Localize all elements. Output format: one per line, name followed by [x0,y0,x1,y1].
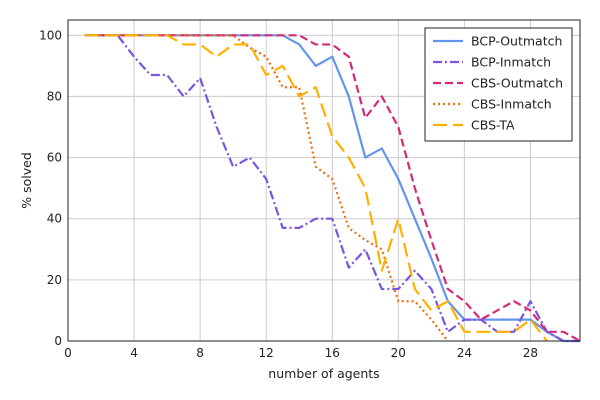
plot-frame [67,19,581,342]
y-tick-label: 40 [47,212,62,226]
series-line-cbs-ta [84,34,548,342]
legend: BCP-Outmatch BCP-Inmatch CBS-Outmatch CBS-I… [424,27,573,142]
x-axis-label: number of agents [268,366,379,381]
series-line-cbs-outmatch [84,34,581,342]
series-lines [84,34,581,343]
tick-labels: 0 4 8 12 16 20 24 28 0 20 40 60 80 100 [39,28,538,360]
legend-entry: CBS-Inmatch [471,97,552,112]
x-tick-label: 4 [130,346,138,360]
y-tick-label: 60 [47,151,62,165]
x-tick-label: 16 [325,346,340,360]
legend-box [424,27,573,142]
legend-entry: CBS-TA [471,118,515,133]
x-tick-label: 28 [523,346,538,360]
legend-entry: BCP-Inmatch [471,55,551,70]
y-tick-label: 0 [54,334,62,348]
x-tick-label: 12 [259,346,274,360]
legend-entry: CBS-Outmatch [471,76,563,91]
x-tick-label: 0 [64,346,72,360]
y-tick-label: 100 [39,28,62,42]
legend-entry: BCP-Outmatch [471,34,562,49]
y-tick-label: 80 [47,89,62,103]
x-tick-label: 20 [391,346,406,360]
x-tick-label: 8 [196,346,204,360]
x-tick-label: 24 [457,346,472,360]
y-axis-label: % solved [19,152,34,209]
y-tick-label: 20 [47,273,62,287]
